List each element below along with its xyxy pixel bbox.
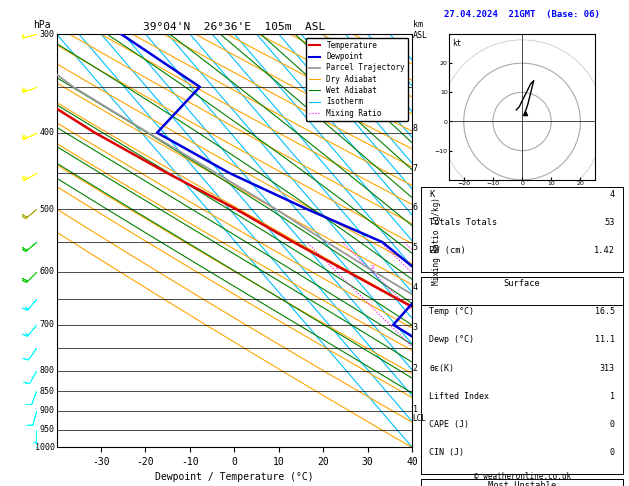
Text: 27.04.2024  21GMT  (Base: 06): 27.04.2024 21GMT (Base: 06)	[444, 10, 600, 19]
Text: 400: 400	[40, 128, 55, 137]
Text: 5: 5	[413, 243, 418, 252]
Text: 500: 500	[40, 205, 55, 214]
Text: CIN (J): CIN (J)	[430, 448, 464, 457]
Text: 4: 4	[610, 190, 615, 199]
Text: 1: 1	[335, 265, 338, 270]
Text: 7: 7	[413, 164, 418, 173]
Text: © weatheronline.co.uk: © weatheronline.co.uk	[474, 472, 571, 481]
Text: Mixing Ratio (g/kg): Mixing Ratio (g/kg)	[432, 197, 442, 284]
Text: 1: 1	[610, 392, 615, 401]
Text: 6: 6	[413, 204, 418, 212]
Text: 2: 2	[370, 265, 374, 270]
Text: 8: 8	[413, 124, 418, 133]
Text: 0: 0	[610, 448, 615, 457]
Text: 16.5: 16.5	[594, 307, 615, 316]
Text: 600: 600	[40, 267, 55, 277]
Text: 900: 900	[40, 406, 55, 416]
Text: hPa: hPa	[33, 20, 51, 30]
Text: 1.42: 1.42	[594, 246, 615, 255]
Title: 39°04'N  26°36'E  105m  ASL: 39°04'N 26°36'E 105m ASL	[143, 22, 325, 32]
Legend: Temperature, Dewpoint, Parcel Trajectory, Dry Adiabat, Wet Adiabat, Isotherm, Mi: Temperature, Dewpoint, Parcel Trajectory…	[306, 38, 408, 121]
Text: Most Unstable: Most Unstable	[488, 481, 556, 486]
Text: LCL: LCL	[413, 414, 426, 423]
Text: 3: 3	[413, 323, 418, 332]
Text: 0: 0	[610, 420, 615, 429]
Text: 4: 4	[413, 283, 418, 292]
Text: K: K	[430, 190, 435, 199]
Text: Lifted Index: Lifted Index	[430, 392, 489, 401]
Text: ASL: ASL	[413, 31, 428, 40]
Text: Surface: Surface	[504, 279, 540, 288]
Text: 1: 1	[413, 404, 418, 414]
Text: 700: 700	[40, 320, 55, 329]
Text: 2: 2	[413, 364, 418, 373]
Text: 800: 800	[40, 366, 55, 375]
Text: km: km	[413, 20, 423, 29]
Text: 1000: 1000	[35, 443, 55, 451]
Text: kt: kt	[452, 39, 461, 48]
Text: PW (cm): PW (cm)	[430, 246, 466, 255]
Text: Dewp (°C): Dewp (°C)	[430, 335, 474, 345]
Text: 850: 850	[40, 387, 55, 396]
X-axis label: Dewpoint / Temperature (°C): Dewpoint / Temperature (°C)	[155, 472, 314, 483]
Text: 53: 53	[604, 218, 615, 227]
Text: 313: 313	[599, 364, 615, 373]
Text: Totals Totals: Totals Totals	[430, 218, 498, 227]
Text: CAPE (J): CAPE (J)	[430, 420, 469, 429]
Text: 950: 950	[40, 425, 55, 434]
Text: θε(K): θε(K)	[430, 364, 455, 373]
Text: 11.1: 11.1	[594, 335, 615, 345]
Text: 300: 300	[40, 30, 55, 38]
Text: Temp (°C): Temp (°C)	[430, 307, 474, 316]
